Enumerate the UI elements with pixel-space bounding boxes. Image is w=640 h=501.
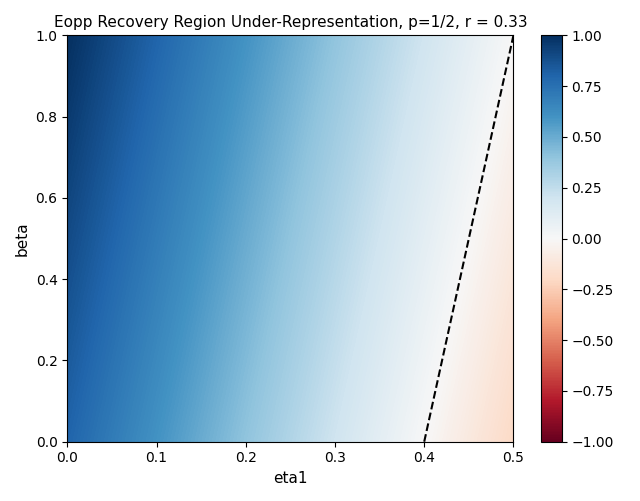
Y-axis label: beta: beta	[15, 221, 30, 256]
Title: Eopp Recovery Region Under-Representation, p=1/2, r = 0.33: Eopp Recovery Region Under-Representatio…	[54, 15, 527, 30]
X-axis label: eta1: eta1	[273, 471, 308, 486]
